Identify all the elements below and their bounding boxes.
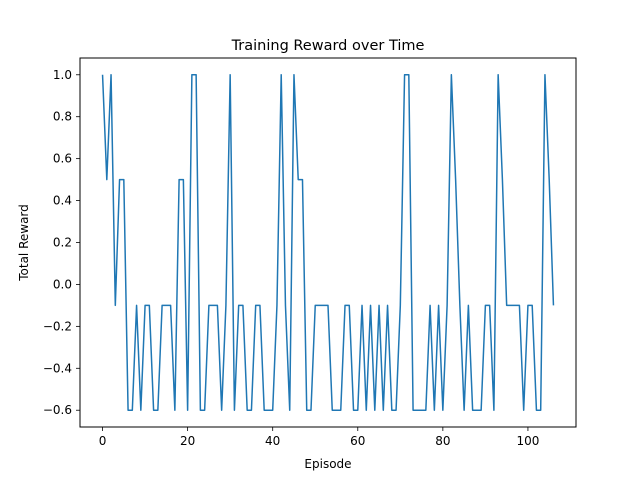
chart-title: Training Reward over Time	[231, 38, 425, 54]
y-axis-label: Total Reward	[17, 204, 31, 282]
y-tick-label: −0.2	[43, 319, 72, 333]
y-tick-label: 0.0	[53, 277, 72, 291]
y-tick-label: 1.0	[53, 68, 72, 82]
reward-series-line-0	[101, 74, 555, 411]
plot-area	[101, 74, 555, 411]
x-tick-label: 80	[435, 434, 450, 448]
x-tick-label: 0	[99, 434, 107, 448]
y-tick-label: 0.2	[53, 236, 72, 250]
x-axis: 0 20 40 60 80 100	[99, 427, 539, 448]
y-tick-label: 0.6	[53, 152, 72, 166]
x-tick-label: 40	[265, 434, 280, 448]
y-axis: −0.6 −0.4 −0.2 0.0 0.2 0.4 0.6 0.8 1.0	[43, 68, 80, 417]
x-tick-label: 100	[516, 434, 539, 448]
y-tick-label: 0.8	[53, 110, 72, 124]
x-tick-label: 20	[180, 434, 195, 448]
y-tick-label: −0.4	[43, 361, 72, 375]
x-axis-label: Episode	[304, 457, 351, 471]
y-tick-label: −0.6	[43, 403, 72, 417]
x-tick-label: 60	[350, 434, 365, 448]
y-tick-label: 0.4	[53, 194, 72, 208]
